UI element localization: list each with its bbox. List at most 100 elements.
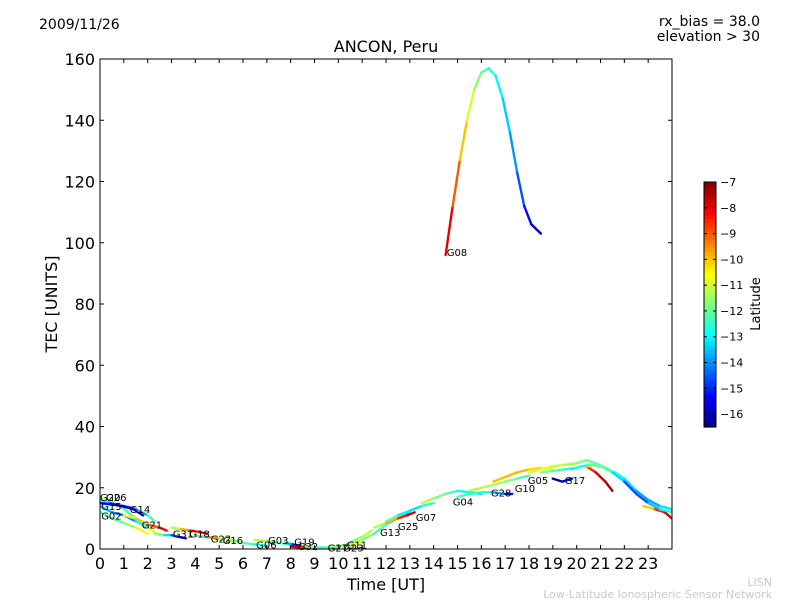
series-label-g14: G14 bbox=[130, 505, 150, 516]
series-segment bbox=[635, 492, 650, 505]
x-tick-label: 11 bbox=[352, 554, 372, 573]
series-label-g18: G18 bbox=[189, 530, 209, 541]
series-segment bbox=[492, 475, 507, 483]
colorbar-swatch bbox=[704, 382, 716, 387]
colorbar-swatch bbox=[704, 422, 716, 428]
series-segment bbox=[110, 517, 126, 525]
series-segment bbox=[384, 517, 400, 525]
colorbar-swatch bbox=[704, 365, 716, 371]
series-segment bbox=[241, 541, 257, 546]
series-segment bbox=[504, 471, 519, 479]
colorbar-swatch bbox=[704, 267, 716, 273]
x-tick-label: 23 bbox=[638, 554, 658, 573]
colorbar-swatch bbox=[704, 222, 716, 228]
colorbar-swatch bbox=[704, 275, 716, 281]
series-segment bbox=[341, 540, 354, 548]
colorbar-swatch bbox=[704, 333, 716, 338]
series-label-g05: G05 bbox=[528, 476, 548, 487]
rx-bias-label: rx_bias = 38.0 bbox=[658, 14, 760, 30]
colorbar-swatch bbox=[704, 378, 716, 383]
colorbar-tick-label: −14 bbox=[720, 357, 743, 370]
colorbar-swatch bbox=[704, 218, 716, 224]
series-segment bbox=[158, 526, 168, 532]
y-axis-ticks: 0 20 40 60 80 100 120 140 160 bbox=[64, 50, 672, 559]
series-segment bbox=[253, 543, 268, 548]
series-segment bbox=[291, 543, 302, 548]
colorbar-swatch bbox=[704, 214, 716, 220]
series-segment bbox=[134, 517, 149, 526]
chart-title: ANCON, Peru bbox=[334, 37, 438, 56]
series-segment bbox=[179, 527, 192, 532]
x-tick-label: 19 bbox=[543, 554, 563, 573]
series-segment bbox=[100, 511, 114, 520]
colorbar-swatch bbox=[704, 280, 716, 285]
series-extra-1 bbox=[551, 477, 574, 483]
y-tick-label: 160 bbox=[64, 50, 95, 69]
y-tick-label: 120 bbox=[64, 173, 95, 192]
colorbar-swatch bbox=[704, 312, 716, 318]
series-label-g31: G31 bbox=[173, 530, 193, 541]
series-segment bbox=[492, 491, 507, 496]
series-segment bbox=[110, 511, 126, 517]
x-tick-label: 0 bbox=[95, 554, 105, 573]
series-segment bbox=[563, 462, 578, 466]
colorbar-swatch bbox=[704, 324, 716, 330]
colorbar-swatch bbox=[704, 410, 716, 416]
series-segment bbox=[480, 66, 490, 75]
series-segment bbox=[349, 538, 364, 548]
series-g06 bbox=[229, 540, 268, 548]
colorbar-swatch bbox=[704, 341, 716, 346]
x-tick-label: 1 bbox=[119, 554, 129, 573]
series-extra-0 bbox=[527, 459, 672, 511]
series-segment bbox=[351, 535, 364, 543]
series-segment bbox=[122, 504, 138, 511]
x-axis-ticks: 0 1 2 3 4 5 6 7 8 9 10 11 12 13 14 15 16 17 18 19 20 21 22 23 bbox=[95, 59, 658, 573]
series-segment bbox=[587, 463, 602, 468]
series-label-g03: G03 bbox=[268, 536, 288, 547]
y-tick-label: 140 bbox=[64, 111, 95, 130]
colorbar-swatch bbox=[704, 198, 716, 204]
series-label-g17: G17 bbox=[565, 476, 585, 487]
series-segment bbox=[217, 537, 233, 541]
series-segment bbox=[372, 521, 388, 529]
series-segment bbox=[110, 503, 126, 508]
x-tick-label: 13 bbox=[400, 554, 420, 573]
series-g05 bbox=[492, 466, 554, 483]
colorbar-swatch bbox=[704, 202, 716, 208]
y-tick-label: 20 bbox=[75, 479, 95, 498]
series-segment bbox=[458, 119, 469, 162]
colorbar: −7 −8 −9 −10 −11 −12 −13 −14 −15 −16 bbox=[703, 176, 743, 428]
series-segment bbox=[146, 523, 161, 529]
colorbar-swatch bbox=[704, 210, 716, 216]
series-segment bbox=[444, 204, 454, 257]
series-segment bbox=[456, 492, 471, 499]
series-segment bbox=[623, 477, 638, 492]
series-segment bbox=[599, 465, 614, 474]
x-tick-label: 9 bbox=[309, 554, 319, 573]
series-segment bbox=[468, 491, 483, 496]
colorbar-swatch bbox=[704, 296, 716, 302]
x-tick-label: 15 bbox=[447, 554, 467, 573]
series-label-g10: G10 bbox=[515, 484, 535, 495]
colorbar-swatch bbox=[704, 255, 716, 261]
series-label-g28: G28 bbox=[491, 488, 511, 499]
y-tick-label: 100 bbox=[64, 234, 95, 253]
series-segment bbox=[515, 468, 531, 474]
colorbar-swatch bbox=[704, 182, 716, 187]
colorbar-swatch bbox=[704, 406, 716, 412]
series-segment bbox=[396, 509, 411, 517]
series-extra-3 bbox=[642, 504, 672, 520]
series-label-g11: G11 bbox=[347, 540, 367, 551]
x-tick-label: 10 bbox=[328, 554, 348, 573]
series-segment bbox=[515, 474, 531, 480]
series-segment bbox=[170, 526, 183, 531]
colorbar-swatch bbox=[704, 271, 716, 277]
colorbar-swatch bbox=[704, 235, 716, 240]
colorbar-swatch bbox=[704, 231, 716, 236]
x-tick-label: 22 bbox=[614, 554, 634, 573]
series-g02 bbox=[100, 511, 149, 535]
series-segment bbox=[635, 489, 650, 502]
series-segment bbox=[177, 535, 188, 540]
series-segment bbox=[396, 514, 409, 520]
